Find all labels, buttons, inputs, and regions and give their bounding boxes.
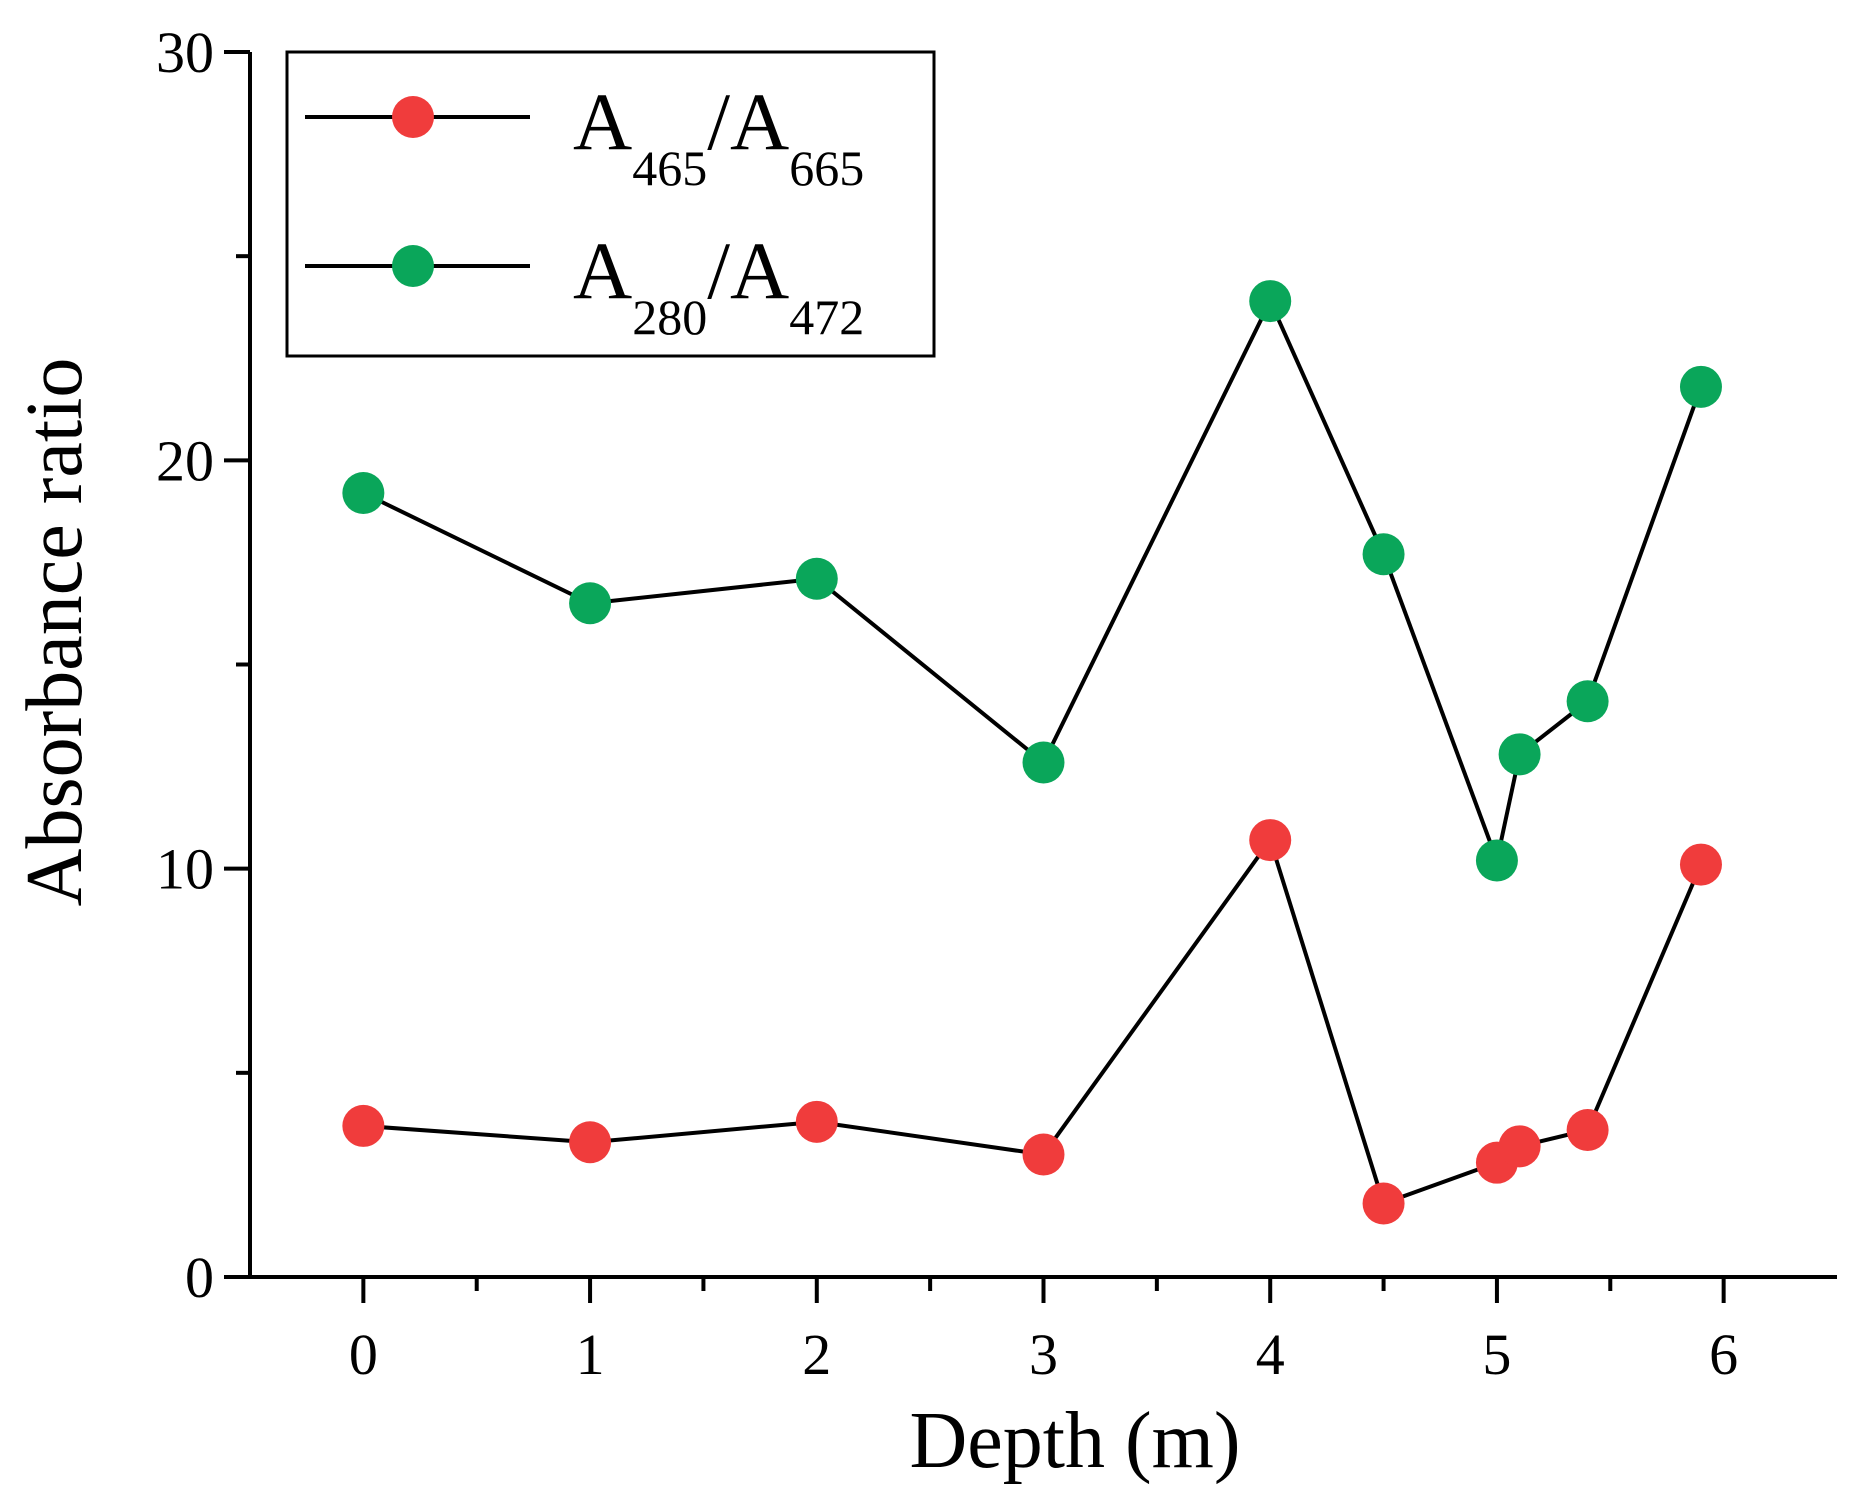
x-tick-label: 1	[576, 1322, 605, 1387]
x-tick-label: 0	[349, 1322, 378, 1387]
y-tick-label: 10	[156, 837, 214, 902]
x-tick-label: 5	[1482, 1322, 1511, 1387]
series-line-segment	[1268, 839, 1386, 1205]
y-tick-label: 30	[156, 20, 214, 85]
series-line-segment	[1585, 386, 1703, 702]
x-tick-label: 3	[1029, 1322, 1058, 1387]
axes: 0 10 20 30 0 1 2 3 4 5 6	[156, 20, 1837, 1387]
series-2	[342, 280, 1722, 882]
series-layer	[342, 280, 1722, 1225]
data-point	[1475, 839, 1518, 882]
x-tick-label: 6	[1709, 1322, 1738, 1387]
data-point	[1249, 280, 1292, 323]
legend: A465/A665 A280/A472	[285, 50, 936, 358]
data-point	[342, 1104, 385, 1147]
series-line-segment	[816, 1119, 1044, 1157]
x-tick-label: 4	[1256, 1322, 1285, 1387]
data-point	[1566, 1109, 1609, 1151]
data-point	[1362, 1182, 1405, 1225]
data-point	[1498, 1125, 1541, 1168]
series-line-segment	[1041, 838, 1272, 1156]
series-line-segment	[1381, 553, 1499, 862]
series-line-segment	[815, 577, 1045, 765]
data-point	[569, 582, 612, 625]
data-point	[1498, 733, 1541, 776]
series-1	[342, 819, 1722, 1225]
data-point	[1022, 741, 1065, 784]
series-line-segment	[363, 1123, 591, 1145]
y-tick-label: 20	[156, 428, 214, 493]
data-point	[1022, 1133, 1065, 1176]
series-line-segment	[589, 576, 818, 606]
data-point	[1566, 680, 1609, 723]
y-tick-label: 0	[185, 1245, 214, 1310]
series-line-segment	[589, 1119, 817, 1145]
data-point	[569, 1121, 612, 1164]
data-point	[342, 472, 385, 514]
data-point	[795, 557, 838, 600]
x-axis-title: Depth (m)	[909, 1397, 1240, 1485]
series-line-segment	[1041, 300, 1273, 764]
y-axis-title: Absorbance ratio	[11, 358, 99, 907]
legend-label: A280/A472	[573, 225, 864, 345]
data-point	[1362, 533, 1405, 576]
legend-marker	[392, 96, 434, 138]
series-line-segment	[362, 491, 591, 606]
series-line-segment	[1585, 863, 1703, 1131]
legend-label: A465/A665	[573, 76, 864, 196]
data-point	[1679, 365, 1722, 408]
series-line-segment	[1268, 300, 1386, 556]
data-point	[1249, 819, 1292, 862]
legend-box	[285, 50, 936, 358]
legend-marker	[392, 245, 434, 287]
data-point	[795, 1100, 838, 1143]
x-tick-label: 2	[802, 1322, 831, 1387]
data-point	[1679, 843, 1722, 886]
